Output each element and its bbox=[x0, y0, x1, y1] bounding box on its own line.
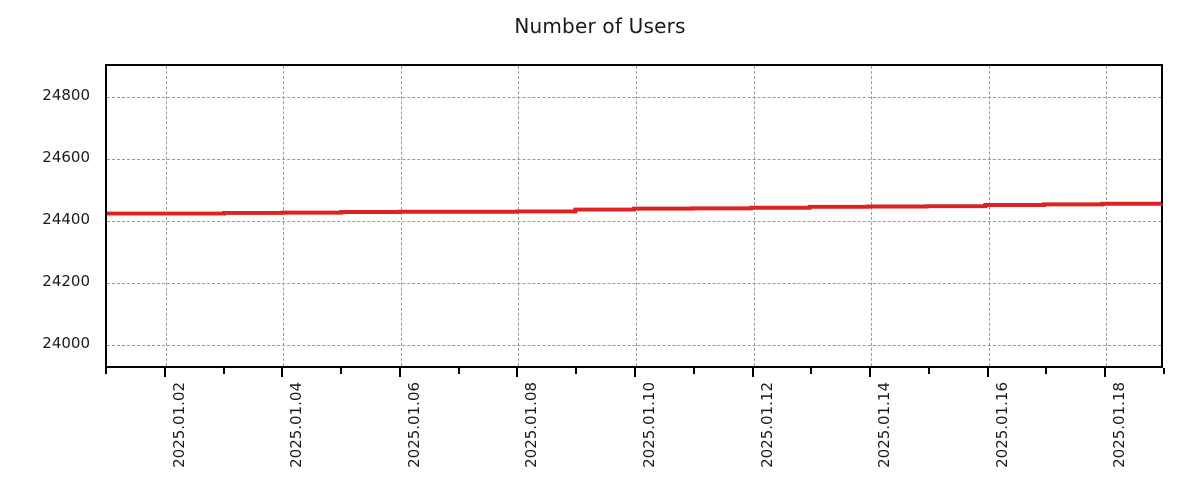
x-axis-tick-mark bbox=[575, 368, 578, 374]
x-axis-tick-mark bbox=[1163, 368, 1165, 374]
gridline-vertical bbox=[871, 66, 873, 366]
gridline-horizontal bbox=[107, 159, 1161, 161]
x-axis-tick-label: 2025.01.02 bbox=[169, 382, 188, 468]
x-axis-tick-mark bbox=[869, 368, 872, 377]
x-axis-tick-mark bbox=[163, 368, 166, 377]
x-axis-tick-mark bbox=[222, 368, 225, 374]
x-axis-tick-label: 2025.01.04 bbox=[287, 382, 306, 468]
x-axis-tick-mark bbox=[986, 368, 989, 377]
x-axis-tick-label: 2025.01.16 bbox=[992, 382, 1011, 468]
gridline-vertical bbox=[283, 66, 285, 366]
gridline-vertical bbox=[988, 66, 990, 366]
chart-title: Number of Users bbox=[514, 14, 686, 38]
gridline-horizontal bbox=[107, 221, 1161, 223]
gridline-vertical bbox=[636, 66, 637, 366]
x-axis-tick-mark bbox=[457, 368, 460, 374]
gridline-vertical bbox=[753, 66, 755, 366]
x-axis-tick-mark bbox=[516, 368, 519, 377]
plot-area bbox=[105, 64, 1163, 368]
x-axis-tick-mark bbox=[751, 368, 754, 377]
gridline-horizontal bbox=[107, 345, 1161, 347]
x-axis-tick-label: 2025.01.14 bbox=[875, 382, 894, 468]
x-axis-tick-label: 2025.01.10 bbox=[640, 382, 658, 468]
series-line-path bbox=[107, 201, 1163, 216]
y-axis-tick-label: 24200 bbox=[42, 272, 90, 291]
series-number-of-users bbox=[107, 201, 1163, 216]
x-axis-tick-mark bbox=[692, 368, 695, 374]
x-axis-tick-mark bbox=[1045, 368, 1048, 374]
gridline-vertical bbox=[165, 66, 167, 366]
y-axis-tick-label: 24000 bbox=[42, 334, 90, 353]
gridline-vertical bbox=[518, 66, 520, 366]
x-axis-tick-mark bbox=[810, 368, 813, 374]
x-axis-tick-label: 2025.01.06 bbox=[404, 382, 423, 468]
x-axis-tick-mark bbox=[105, 368, 107, 374]
x-axis-tick-mark bbox=[634, 368, 636, 377]
y-axis-tick-label: 24400 bbox=[42, 210, 90, 229]
x-axis-tick-mark bbox=[281, 368, 284, 377]
x-axis-tick-label: 2025.01.18 bbox=[1110, 382, 1129, 468]
x-axis-tick-label: 2025.01.12 bbox=[757, 382, 776, 468]
gridline-vertical bbox=[1106, 66, 1108, 366]
x-axis-tick-label: 2025.01.08 bbox=[522, 382, 541, 468]
gridline-horizontal bbox=[107, 97, 1161, 99]
gridline-vertical bbox=[400, 66, 402, 366]
y-axis-tick-label: 24600 bbox=[42, 148, 90, 167]
y-axis-tick-label: 24800 bbox=[42, 86, 90, 105]
x-axis-tick-mark bbox=[398, 368, 401, 377]
x-axis-tick-mark bbox=[340, 368, 343, 374]
gridline-horizontal bbox=[107, 283, 1161, 285]
x-axis-tick-mark bbox=[1104, 368, 1107, 377]
x-axis-tick-mark bbox=[927, 368, 930, 374]
